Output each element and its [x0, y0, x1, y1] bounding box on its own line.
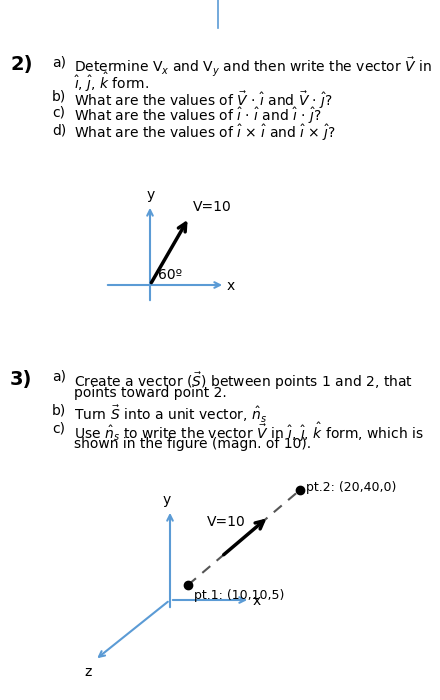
- Text: a): a): [52, 370, 66, 384]
- Text: c): c): [52, 421, 65, 435]
- Text: What are the values of $\vec{V}$ $\cdot$ $\hat{\imath}$ and $\vec{V}$ $\cdot$ $\: What are the values of $\vec{V}$ $\cdot$…: [74, 89, 333, 111]
- Text: z: z: [84, 665, 92, 679]
- Text: Determine V$_x$ and V$_y$ and then write the vector $\vec{V}$ in: Determine V$_x$ and V$_y$ and then write…: [74, 55, 432, 78]
- Text: b): b): [52, 404, 66, 418]
- Text: 2): 2): [10, 55, 33, 74]
- Text: b): b): [52, 89, 66, 103]
- Text: V=10: V=10: [207, 514, 246, 528]
- Text: 60º: 60º: [158, 268, 182, 282]
- Text: x: x: [253, 594, 261, 608]
- Text: x: x: [227, 279, 235, 293]
- Text: y: y: [163, 493, 171, 507]
- Text: $\hat{\imath}$, $\hat{\jmath}$, $\hat{k}$ form.: $\hat{\imath}$, $\hat{\jmath}$, $\hat{k}…: [74, 71, 149, 94]
- Text: 3): 3): [10, 370, 33, 389]
- Text: y: y: [147, 188, 155, 202]
- Text: pt.2: (20,40,0): pt.2: (20,40,0): [306, 482, 396, 494]
- Text: What are the values of $\hat{\imath}$ $\cdot$ $\hat{\imath}$ and $\hat{\imath}$ : What are the values of $\hat{\imath}$ $\…: [74, 106, 322, 126]
- Text: V=10: V=10: [193, 200, 232, 214]
- Text: shown in the figure (magn. of 10).: shown in the figure (magn. of 10).: [74, 437, 311, 451]
- Text: d): d): [52, 123, 66, 137]
- Text: Use $\hat{n}_s$ to write the vector $\vec{V}$ in $\hat{\imath}$, $\hat{\jmath}$,: Use $\hat{n}_s$ to write the vector $\ve…: [74, 421, 424, 444]
- Text: Create a vector ($\vec{S}$) between points 1 and 2, that: Create a vector ($\vec{S}$) between poin…: [74, 370, 413, 391]
- Text: c): c): [52, 106, 65, 120]
- Text: What are the values of $\hat{\imath}$ $\times$ $\hat{\imath}$ and $\hat{\imath}$: What are the values of $\hat{\imath}$ $\…: [74, 123, 336, 144]
- Text: pt.1: (10,10,5): pt.1: (10,10,5): [194, 589, 284, 602]
- Text: Turn $\vec{S}$ into a unit vector, $\hat{n}_s$: Turn $\vec{S}$ into a unit vector, $\hat…: [74, 404, 267, 425]
- Text: points toward point 2.: points toward point 2.: [74, 386, 227, 400]
- Text: a): a): [52, 55, 66, 69]
